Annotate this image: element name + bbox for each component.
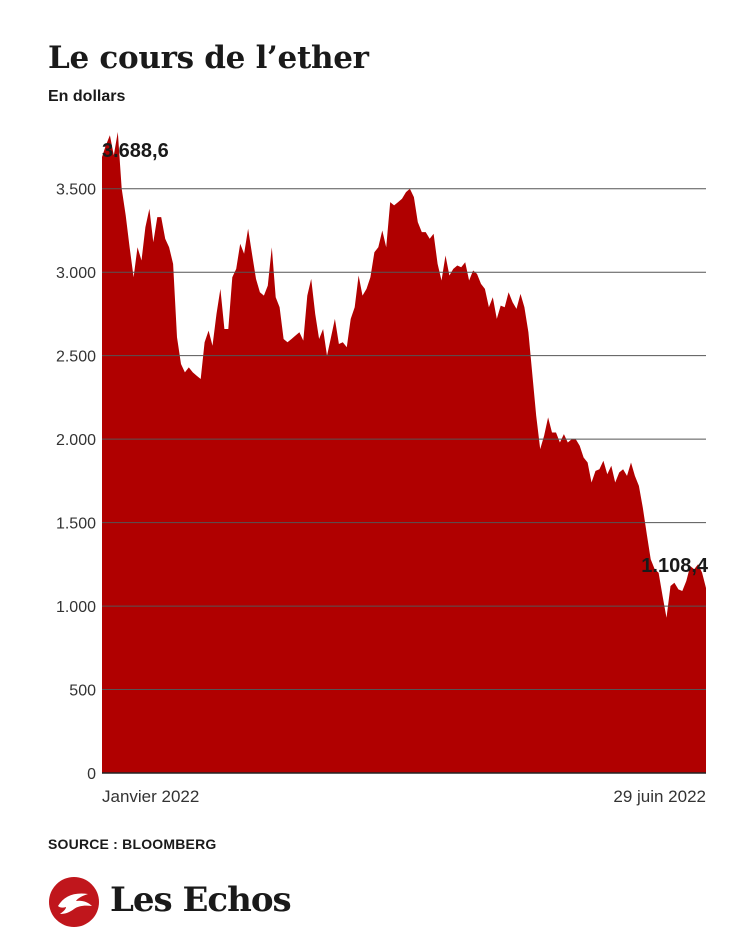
les-echos-logo: Les Echos bbox=[48, 876, 292, 928]
chart-title: Le cours de l’ether bbox=[48, 40, 369, 76]
axis-layer: 0 500 1.000 1.500 2.000 2.500 3.000 3.500 bbox=[56, 182, 706, 783]
y-tick-label: 0 bbox=[87, 766, 96, 783]
price-area bbox=[102, 132, 706, 773]
y-tick-label: 3.000 bbox=[56, 265, 96, 282]
chart-subtitle: En dollars bbox=[48, 88, 126, 105]
y-tick-label: 3.500 bbox=[56, 182, 96, 199]
start-value-label: 3.688,6 bbox=[102, 140, 169, 162]
end-value-label: 1.108,4 bbox=[641, 555, 709, 577]
y-tick-label: 1.000 bbox=[56, 599, 96, 616]
echo-bird-icon bbox=[49, 877, 99, 927]
y-tick-label: 1.500 bbox=[56, 516, 96, 533]
x-tick-label-start: Janvier 2022 bbox=[102, 787, 199, 806]
source-note: SOURCE : BLOOMBERG bbox=[48, 836, 217, 852]
chart-area: 0 500 1.000 1.500 2.000 2.500 3.000 3.500 Janvi… bbox=[56, 132, 709, 806]
y-tick-label: 2.000 bbox=[56, 432, 96, 449]
x-tick-label-end: 29 juin 2022 bbox=[613, 787, 706, 806]
label-layer: Janvier 2022 29 juin 2022 3.688,6 1.108,4 bbox=[102, 140, 709, 806]
y-tick-label: 2.500 bbox=[56, 349, 96, 366]
y-tick-label: 500 bbox=[69, 683, 96, 700]
brand-name: Les Echos bbox=[110, 880, 292, 920]
